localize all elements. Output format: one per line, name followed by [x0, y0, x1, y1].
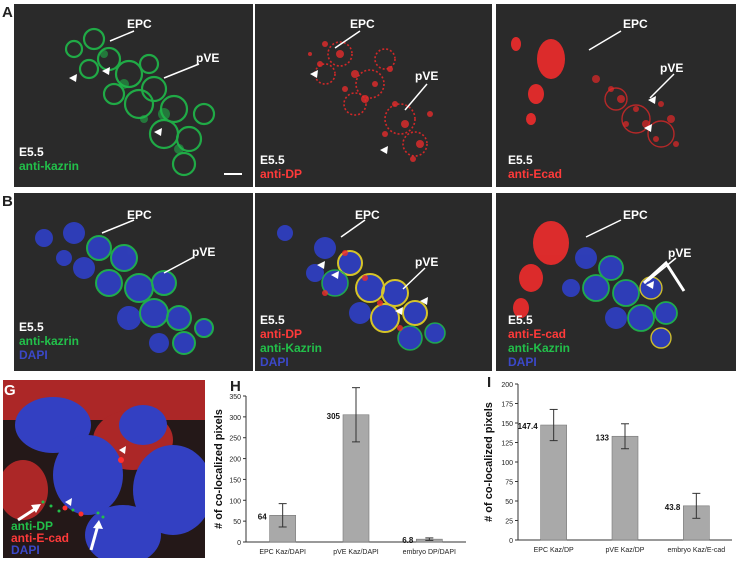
y-tick-label: 200 [501, 382, 513, 389]
y-tick-label: 100 [501, 460, 513, 467]
stage-label: E5.5 [19, 145, 44, 159]
y-tick-label: 200 [229, 457, 241, 464]
micrograph-c: EPC pVE E5.5 anti-DP [255, 4, 492, 187]
y-tick-label: 175 [501, 402, 513, 409]
micrograph-d-image [277, 219, 446, 351]
callout-pve: pVE [660, 61, 684, 75]
micrograph-a-image [64, 27, 242, 177]
panel-a-letter: A [2, 4, 13, 21]
stain-label-dp: anti-DP [260, 327, 302, 341]
category-label: embryo Kaz/E-cad [668, 547, 726, 554]
data-label: 64 [258, 512, 267, 521]
stain-label-kazrin: anti-Kazrin [260, 341, 323, 355]
stain-label-ecad: anti-E-cad [11, 531, 70, 545]
stain-label-dp: anti-DP [11, 519, 53, 533]
data-label: 6.8 [402, 536, 414, 545]
stage-label: E5.5 [260, 313, 285, 327]
y-tick-label: 350 [229, 394, 241, 401]
stain-label-kazrin: anti-kazrin [19, 159, 80, 173]
y-tick-label: 150 [501, 421, 513, 428]
micrograph-e-image [511, 30, 679, 148]
chart-i: 0 25 50 75 100 125 150 175 200 # of co-localized … [483, 382, 732, 554]
category-label: EPC Kaz/DP [534, 547, 574, 554]
stain-label-kazrin: anti-kazrin [19, 334, 80, 348]
callout-epc: EPC [623, 17, 648, 31]
stage-label: E5.5 [19, 320, 44, 334]
y-tick-label: 250 [229, 436, 241, 443]
y-tick-label: 75 [505, 480, 513, 487]
data-label: 147.4 [518, 422, 539, 431]
micrograph-d: EPC pVE E5.5 anti-DP anti-Kazrin DAPI [255, 193, 492, 371]
chart-i-letter: I [487, 374, 492, 391]
panel-g-letter: G [4, 382, 16, 399]
category-label: pVE Kaz/DP [606, 547, 645, 554]
bar [611, 435, 639, 541]
micrograph-f-image [513, 219, 686, 349]
micrograph-e: EPC pVE E5.5 anti-Ecad [496, 4, 736, 187]
micrograph-a: EPC pVE E5.5 anti-kazrin [14, 4, 253, 187]
stain-label-dapi: DAPI [19, 348, 48, 362]
micrograph-g: anti-DP anti-E-cad DAPI [3, 380, 205, 558]
y-tick-label: 125 [501, 441, 513, 448]
y-tick-label: 50 [233, 519, 241, 526]
stage-label: E5.5 [508, 313, 533, 327]
micrograph-g-image [3, 380, 205, 558]
bar [540, 424, 567, 541]
stain-label-kazrin: anti-Kazrin [508, 341, 571, 355]
stain-label-dp: anti-DP [260, 167, 302, 181]
y-axis-label: # of co-localized pixels [213, 409, 225, 529]
stain-label-dapi: DAPI [260, 355, 289, 369]
callout-epc: EPC [350, 17, 375, 31]
callout-epc: EPC [355, 208, 380, 222]
micrograph-b: EPC pVE E5.5 anti-kazrin DAPI [14, 193, 253, 371]
y-tick-label: 0 [237, 540, 241, 547]
callout-epc: EPC [623, 208, 648, 222]
callout-epc: EPC [127, 17, 152, 31]
y-tick-label: 150 [229, 477, 241, 484]
callout-pve: pVE [192, 245, 216, 259]
stain-label-ecad: anti-E-cad [508, 327, 567, 341]
callout-pve: pVE [415, 255, 439, 269]
data-label: 305 [327, 412, 341, 421]
stain-label-dapi: DAPI [508, 355, 537, 369]
category-label: embryo DP/DAPI [403, 549, 456, 556]
y-tick-label: 0 [509, 538, 513, 545]
category-label: EPC Kaz/DAPI [259, 549, 306, 556]
callout-pve: pVE [196, 51, 220, 65]
y-tick-label: 100 [229, 498, 241, 505]
callout-pve: pVE [415, 69, 439, 83]
data-label: 43.8 [665, 503, 681, 512]
y-tick-label: 25 [505, 519, 513, 526]
y-tick-label: 50 [505, 499, 513, 506]
micrograph-f: EPC pVE E5.5 anti-E-cad anti-Kazrin DAPI [496, 193, 736, 371]
y-tick-label: 300 [229, 415, 241, 422]
chart-h: 0 50 100 150 200 250 300 350 # of co-localized p… [213, 387, 466, 556]
y-axis-label: # of co-localized pixels [483, 402, 495, 522]
stage-label: E5.5 [260, 153, 285, 167]
micrograph-b-image [35, 219, 214, 355]
chart-h-letter: H [230, 378, 241, 395]
stain-label-dapi: DAPI [11, 543, 40, 557]
callout-pve: pVE [668, 246, 692, 260]
stain-label-ecad: anti-Ecad [508, 167, 563, 181]
callout-epc: EPC [127, 208, 152, 222]
stage-label: E5.5 [508, 153, 533, 167]
data-label: 133 [596, 433, 610, 442]
category-label: pVE Kaz/DAPI [333, 549, 379, 556]
micrograph-c-image [308, 30, 433, 162]
panel-b-letter: B [2, 193, 13, 210]
